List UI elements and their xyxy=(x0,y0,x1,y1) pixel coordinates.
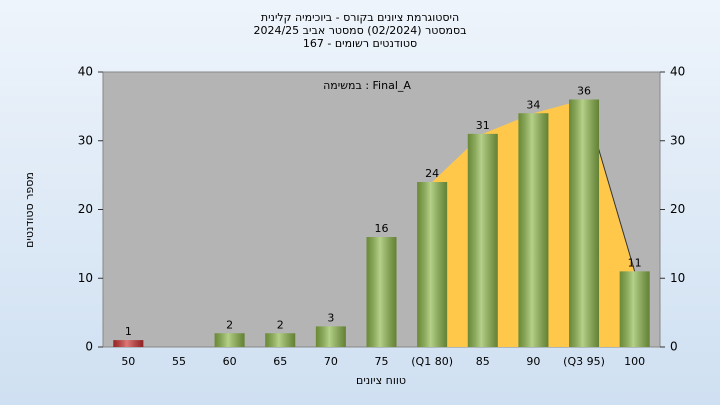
y-tick-label: 30 xyxy=(78,133,93,147)
x-tick-label: (Q3 95) xyxy=(563,355,605,368)
y2-tick-label: 30 xyxy=(670,133,685,147)
y-axis-label: מספר סטודנטים xyxy=(23,172,36,248)
chart-subtitle: בסמסטר (02/2024) סמסטר אביב 2024/25 xyxy=(253,24,466,37)
x-tick-label: 90 xyxy=(526,355,540,368)
bar-shade xyxy=(265,333,296,347)
x-tick-label: 65 xyxy=(273,355,287,368)
value-label: 11 xyxy=(628,256,642,269)
bar-shade xyxy=(417,182,448,347)
x-tick-label: 75 xyxy=(375,355,389,368)
x-tick-label: 100 xyxy=(624,355,645,368)
value-label: 16 xyxy=(375,222,389,235)
bar-shade xyxy=(569,99,600,347)
x-tick-label: 55 xyxy=(172,355,186,368)
bar-shade xyxy=(214,333,245,347)
y2-tick-label: 40 xyxy=(670,65,685,79)
y-tick-label: 20 xyxy=(78,202,93,216)
bar-shade xyxy=(467,133,498,347)
y2-tick-label: 10 xyxy=(670,271,685,285)
y-tick-label: 40 xyxy=(78,65,93,79)
y-tick-label: 10 xyxy=(78,271,93,285)
value-label: 1 xyxy=(125,325,132,338)
x-tick-label: 85 xyxy=(476,355,490,368)
value-label: 2 xyxy=(277,318,284,331)
annotation: במשימה : Final_A xyxy=(323,79,411,92)
x-axis-label: טווח ציונים xyxy=(356,374,406,387)
value-label: 36 xyxy=(577,85,591,98)
chart-title: היסטוגרמת ציונים בקורס - ביוכימיה קלינית xyxy=(261,11,459,24)
bar-shade xyxy=(113,340,144,347)
y2-tick-label: 20 xyxy=(670,202,685,216)
x-tick-label: (Q1 80) xyxy=(411,355,453,368)
bar-shade xyxy=(619,271,650,347)
x-tick-label: 60 xyxy=(223,355,237,368)
y-tick-label: 0 xyxy=(85,340,93,354)
bar-shade xyxy=(315,326,346,347)
chart-subtitle: סטודנטים רשומים - 167 xyxy=(303,37,417,50)
bar-shade xyxy=(366,237,397,347)
value-label: 24 xyxy=(425,167,439,180)
value-label: 3 xyxy=(327,311,334,324)
x-tick-label: 70 xyxy=(324,355,338,368)
y2-tick-label: 0 xyxy=(670,340,678,354)
x-tick-label: 50 xyxy=(121,355,135,368)
value-label: 31 xyxy=(476,119,490,132)
value-label: 34 xyxy=(526,98,540,111)
bar-shade xyxy=(518,113,549,347)
value-label: 2 xyxy=(226,318,233,331)
